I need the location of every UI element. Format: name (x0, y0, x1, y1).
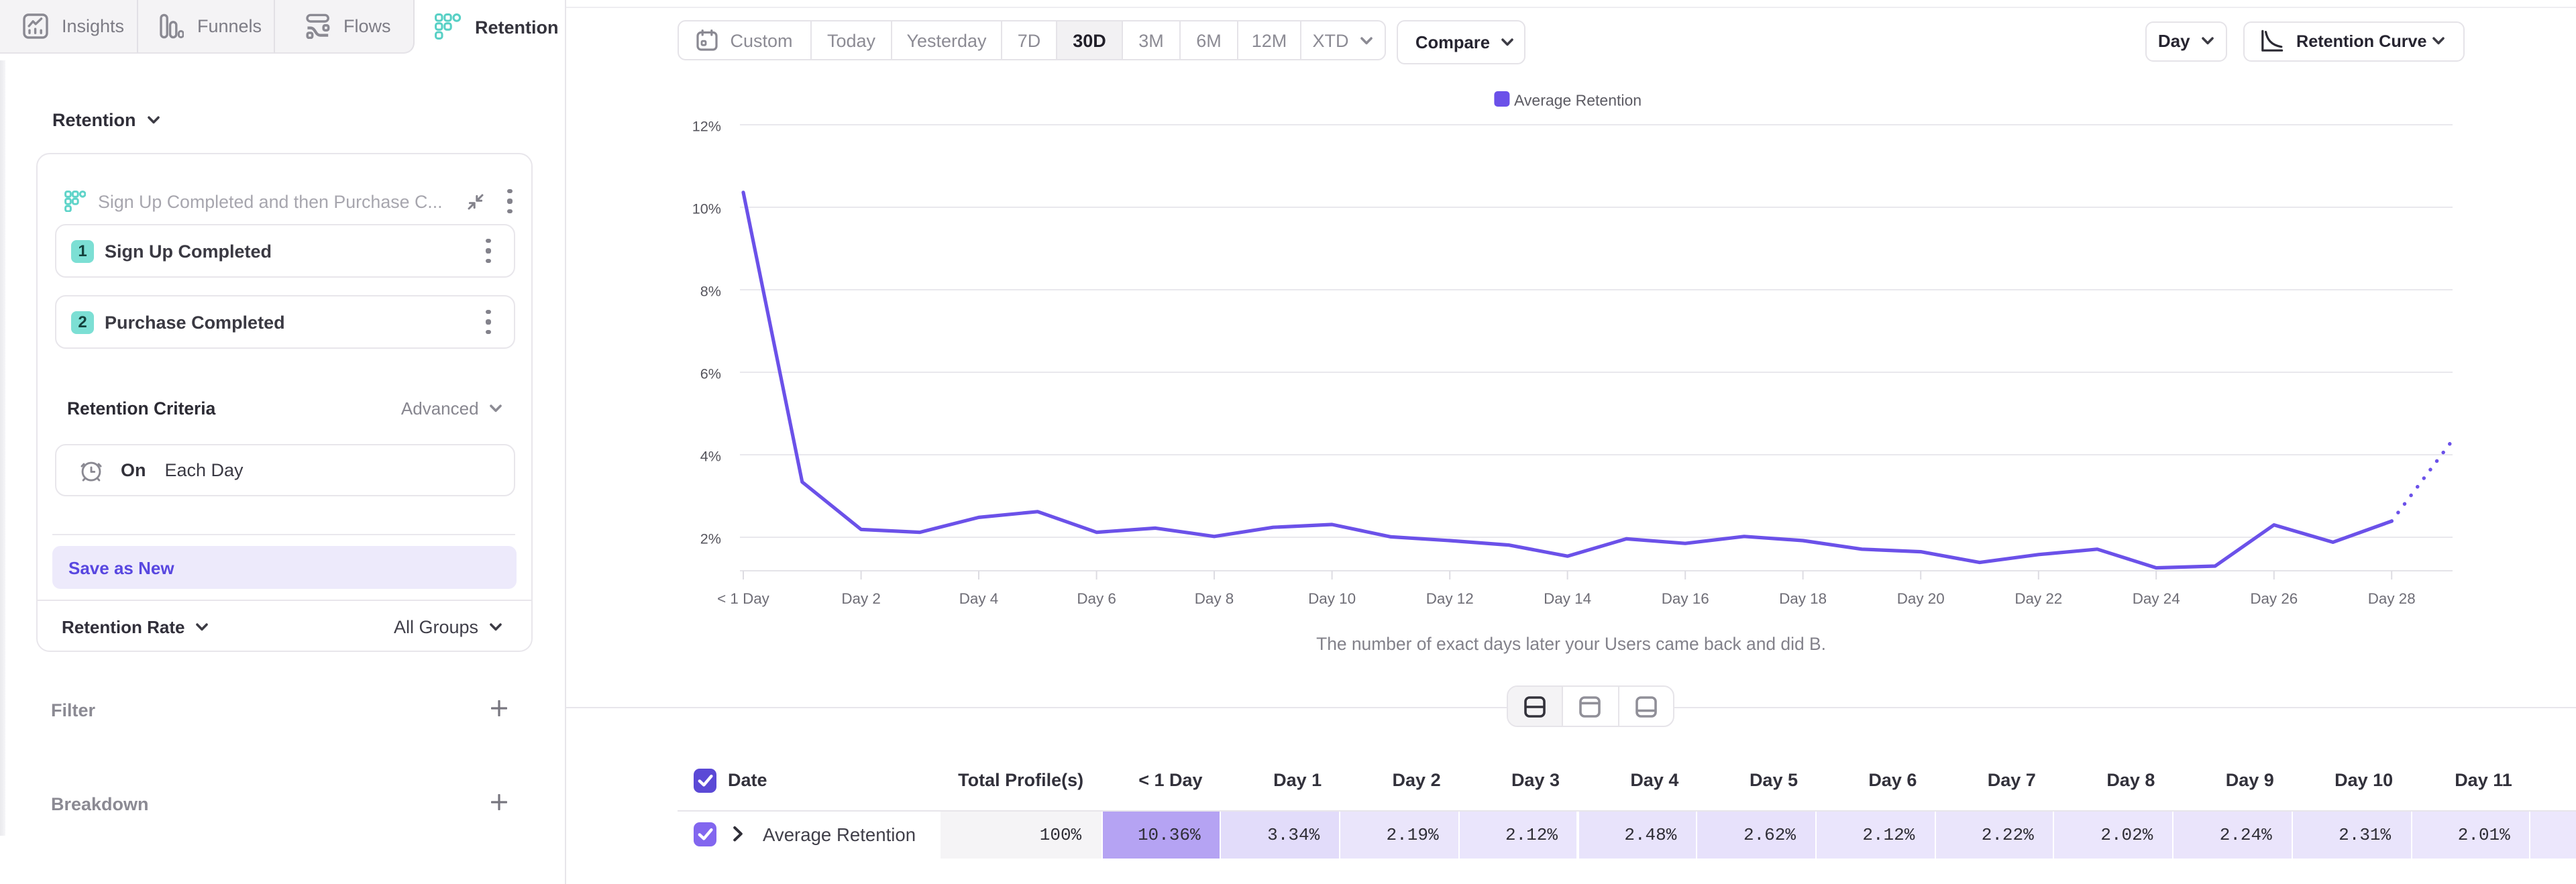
svg-text:12%: 12% (692, 118, 721, 135)
svg-text:Day 16: Day 16 (1662, 590, 1709, 607)
svg-text:Day 10: Day 10 (1308, 590, 1356, 607)
svg-text:Day 14: Day 14 (1544, 590, 1591, 607)
svg-text:Average Retention: Average Retention (1514, 92, 1642, 109)
svg-text:Day 26: Day 26 (2250, 590, 2298, 607)
svg-text:Day 20: Day 20 (1897, 590, 1945, 607)
svg-text:Day 22: Day 22 (2015, 590, 2062, 607)
svg-text:Day 6: Day 6 (1077, 590, 1116, 607)
svg-text:Day 2: Day 2 (841, 590, 881, 607)
svg-text:Day 18: Day 18 (1779, 590, 1827, 607)
svg-text:10%: 10% (692, 201, 721, 217)
svg-text:Day 8: Day 8 (1195, 590, 1234, 607)
svg-text:Day 12: Day 12 (1426, 590, 1474, 607)
svg-text:2%: 2% (700, 531, 721, 547)
svg-text:8%: 8% (700, 283, 721, 300)
svg-text:Day 28: Day 28 (2368, 590, 2416, 607)
svg-text:4%: 4% (700, 448, 721, 465)
svg-text:6%: 6% (700, 366, 721, 382)
svg-text:The number of exact days later: The number of exact days later your User… (1316, 634, 1826, 654)
svg-text:< 1 Day: < 1 Day (717, 590, 770, 607)
svg-text:Day 4: Day 4 (959, 590, 999, 607)
svg-text:Day 24: Day 24 (2133, 590, 2180, 607)
